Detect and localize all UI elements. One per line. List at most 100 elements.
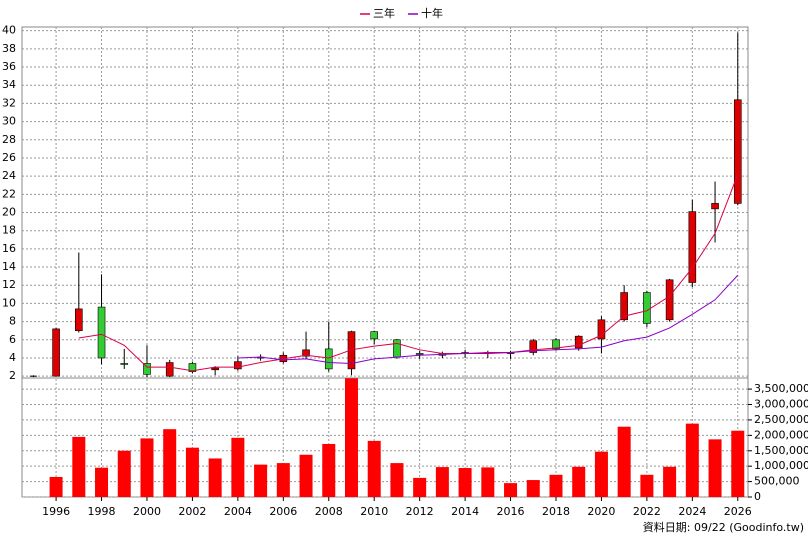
candle-body [52,328,60,377]
y2-tick-label: 500,000 [754,475,800,488]
candle-body [211,367,219,371]
candle-body [733,99,742,204]
y-tick-label: 34 [2,78,16,91]
x-tick-label: 2022 [633,505,661,518]
volume-bar [663,466,677,497]
volume-bar [344,378,358,497]
y-tick-label: 16 [2,242,16,255]
candle-body [324,348,333,370]
candle-body [665,279,674,321]
y-tick-label: 40 [2,24,16,37]
y-tick-label: 28 [2,133,16,146]
volume-bar [322,443,336,497]
volume-bar [640,474,654,497]
candle-body [370,331,379,340]
ma-line [78,174,739,372]
x-tick-label: 2002 [178,505,206,518]
candle-body [188,363,197,372]
plot-frame [21,26,749,498]
y-tick-label: 8 [9,315,16,328]
y-tick-label: 30 [2,115,16,128]
x-tick-label: 2024 [678,505,706,518]
volume-bar [481,467,495,497]
candle-body [415,353,424,355]
volume-bar [299,454,313,497]
volume-bar [49,476,63,497]
volume-bar [526,480,540,497]
volume-bar [72,436,86,497]
candle-body [302,349,310,357]
candle-body [529,340,538,353]
candle-body [711,203,719,210]
volume-bar [617,426,631,497]
volume-bar [685,423,699,497]
ma-line [237,274,739,364]
y-tick-label: 36 [2,60,16,73]
y-tick-label: 4 [9,351,16,364]
volume-bar [231,437,245,497]
x-tick-label: 2006 [269,505,297,518]
volume-bar [731,430,745,497]
volume-bar [413,477,427,497]
y2-tick-label: 1,000,000 [754,459,808,472]
y-tick-label: 38 [2,42,16,55]
y-tick-label: 12 [2,278,16,291]
volume-bar [140,438,154,497]
x-tick-label: 2012 [406,505,434,518]
x-tick-label: 2018 [542,505,570,518]
y-tick-label: 22 [2,187,16,200]
candle-body [97,306,106,359]
candle-body [643,292,651,324]
candle-body [393,339,401,358]
candle-body [620,292,628,321]
y2-tick-label: 1,500,000 [754,444,808,457]
x-tick-label: 2014 [451,505,479,518]
x-tick-label: 1998 [88,505,116,518]
candle-body [75,308,83,332]
volume-bar [458,468,472,497]
candle-body [120,363,129,365]
y-tick-label: 26 [2,151,16,164]
y-tick-label: 14 [2,260,16,273]
volume-bar [185,447,199,497]
y-tick-label: 24 [2,169,16,182]
volume-bar [504,483,518,497]
volume-bar [95,467,109,497]
footer: 資料日期: 09/22 (Goodinfo.tw) [643,520,804,534]
candle-body [688,211,697,283]
y2-tick-label: 3,500,000 [754,382,808,395]
volume-bar [549,474,563,497]
y2-tick-label: 2,500,000 [754,413,808,426]
x-tick-label: 2026 [724,505,752,518]
volume-bar [390,463,404,497]
y2-tick-label: 3,000,000 [754,398,808,411]
y-tick-label: 10 [2,296,16,309]
x-tick-label: 2010 [360,505,388,518]
candle-body [597,319,606,340]
volume-bar [254,464,268,497]
candle-body [574,335,583,349]
y-tick-label: 20 [2,206,16,219]
x-tick-label: 2000 [133,505,161,518]
volume-bar [163,429,177,497]
volume-bar [572,466,586,497]
candle-body [234,361,242,370]
y2-tick-label: 2,000,000 [754,428,808,441]
volume-bar [367,440,381,497]
volume-bar [708,439,722,497]
candle-body [143,363,151,375]
candle-body [165,362,174,377]
volume-bar [208,458,222,497]
volume-bar [117,450,131,497]
y-tick-label: 2 [9,369,16,382]
candle-body [552,339,560,350]
volume-bar [435,467,449,497]
y-tick-label: 32 [2,96,16,109]
x-tick-label: 1996 [42,505,70,518]
x-tick-label: 2016 [497,505,525,518]
y-tick-label: 18 [2,224,16,237]
legend-label: 十年 [421,6,443,20]
x-tick-label: 2008 [315,505,343,518]
